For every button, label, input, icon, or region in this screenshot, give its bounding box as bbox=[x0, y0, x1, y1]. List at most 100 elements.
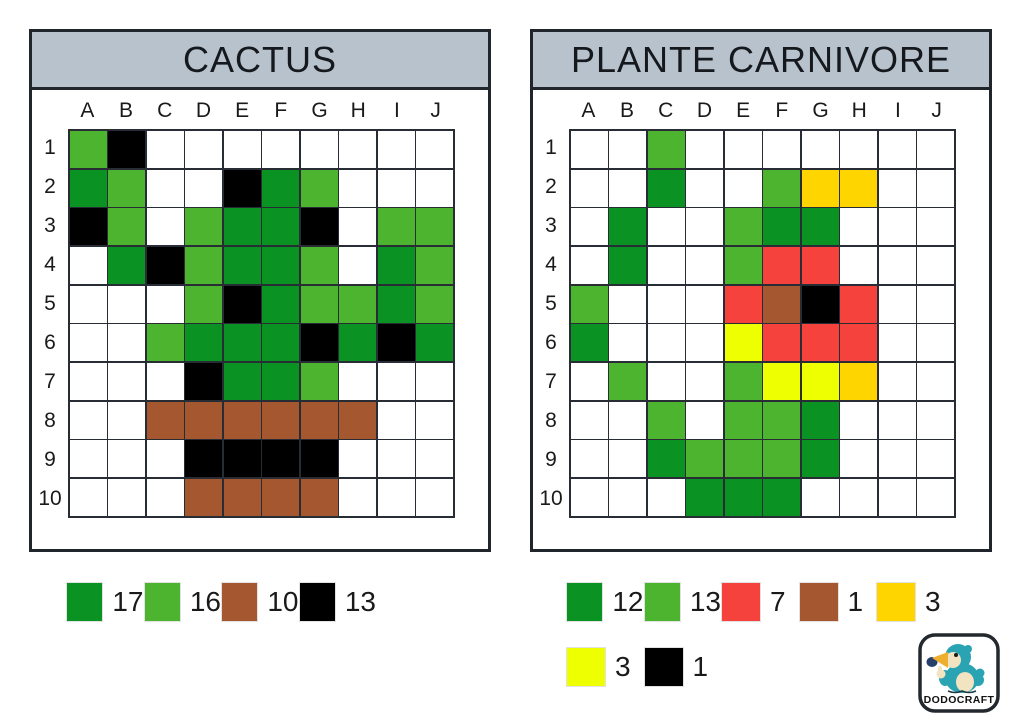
grid-cell bbox=[571, 401, 608, 439]
legend-swatch bbox=[143, 582, 181, 622]
grid-cell bbox=[763, 208, 801, 246]
grid-cell bbox=[146, 324, 184, 362]
legend-count: 3 bbox=[925, 586, 941, 617]
grid-cell bbox=[223, 324, 261, 362]
grid-cell bbox=[609, 208, 647, 246]
grid-cell bbox=[223, 440, 261, 478]
grid-cell bbox=[917, 324, 954, 362]
grid-cell bbox=[223, 478, 261, 516]
grid-cell bbox=[801, 208, 839, 246]
grid-cell bbox=[724, 246, 762, 285]
grid-cell bbox=[377, 169, 415, 207]
grid-cell bbox=[70, 131, 107, 169]
grid-cell bbox=[647, 285, 685, 323]
grid-cell bbox=[801, 246, 839, 285]
grid-cell bbox=[724, 285, 762, 323]
grid-cell bbox=[262, 285, 300, 323]
grid-cell bbox=[763, 478, 801, 516]
grid-cell bbox=[801, 362, 839, 401]
grid-cell bbox=[416, 285, 453, 323]
legend-item: 13 bbox=[298, 582, 376, 622]
grid-cell bbox=[262, 362, 300, 401]
grid-cell bbox=[647, 401, 685, 439]
grid-cell bbox=[146, 285, 184, 323]
legend-count: 10 bbox=[267, 586, 299, 617]
legend-swatch bbox=[221, 582, 259, 622]
legend-swatch bbox=[643, 582, 681, 622]
grid-cell bbox=[377, 285, 415, 323]
grid-cell bbox=[146, 401, 184, 439]
grid-cell bbox=[185, 208, 223, 246]
grid-cell bbox=[840, 208, 878, 246]
legend-count: 16 bbox=[189, 586, 221, 617]
grid-cell bbox=[185, 246, 223, 285]
grid-cell bbox=[763, 131, 801, 169]
grid-cell bbox=[840, 440, 878, 478]
legend-swatch bbox=[66, 582, 104, 622]
grid-cell bbox=[339, 324, 377, 362]
row-label: 2 bbox=[545, 175, 557, 199]
grid-cell bbox=[108, 401, 146, 439]
grid-cell bbox=[724, 478, 762, 516]
grid-cell bbox=[70, 362, 107, 401]
grid-cell bbox=[840, 131, 878, 169]
legend-swatch bbox=[566, 582, 604, 622]
row-label: 3 bbox=[44, 214, 56, 238]
grid-cell bbox=[609, 285, 647, 323]
legend-count: 12 bbox=[612, 586, 644, 617]
grid-cell bbox=[917, 246, 954, 285]
dodo-bird-icon: DODOCRAFT bbox=[918, 633, 1000, 713]
grid-cell bbox=[686, 401, 724, 439]
grid-cell bbox=[108, 169, 146, 207]
legend-count: 1 bbox=[692, 651, 709, 682]
grid-cell bbox=[339, 169, 377, 207]
grid-cell bbox=[262, 478, 300, 516]
grid-cell bbox=[146, 246, 184, 285]
grid-cell bbox=[801, 401, 839, 439]
grid-cell bbox=[262, 440, 300, 478]
grid-cell bbox=[878, 478, 916, 516]
grid-cell bbox=[840, 246, 878, 285]
column-label: H bbox=[350, 99, 366, 122]
grid-cell bbox=[647, 246, 685, 285]
grid-cell bbox=[686, 208, 724, 246]
row-label: 7 bbox=[44, 369, 56, 393]
row-headers: 1 2 3 4 5 6 7 8 9 10 bbox=[34, 129, 66, 518]
grid-cell bbox=[801, 478, 839, 516]
grid-cell bbox=[801, 285, 839, 323]
grid-cell bbox=[70, 208, 107, 246]
panel-plante-carnivore-title: PLANTE CARNIVORE bbox=[533, 32, 989, 90]
column-label: I bbox=[895, 99, 901, 122]
legend-item: 12 bbox=[566, 582, 644, 622]
grid-cell bbox=[377, 478, 415, 516]
grid-cell bbox=[878, 362, 916, 401]
legend-swatch bbox=[643, 647, 684, 687]
row-label: 4 bbox=[44, 253, 56, 277]
grid-cell bbox=[70, 246, 107, 285]
grid-cell bbox=[647, 131, 685, 169]
grid-cell bbox=[146, 169, 184, 207]
grid-cell bbox=[571, 478, 608, 516]
row-label: 5 bbox=[44, 292, 56, 316]
grid-cell bbox=[840, 362, 878, 401]
grid-cell bbox=[917, 401, 954, 439]
grid-cell bbox=[185, 285, 223, 323]
legend-plante-carnivore: 12 13 7 1 3 3 1 bbox=[566, 582, 954, 687]
grid-cell bbox=[339, 478, 377, 516]
grid-cell bbox=[339, 440, 377, 478]
grid-cell bbox=[840, 169, 878, 207]
legend-item: 3 bbox=[566, 647, 644, 687]
grid-cell bbox=[647, 208, 685, 246]
grid-cell bbox=[146, 208, 184, 246]
row-label: 5 bbox=[545, 292, 557, 316]
grid-cell bbox=[878, 285, 916, 323]
grid-cell bbox=[917, 208, 954, 246]
grid-cell bbox=[801, 324, 839, 362]
grid-cell bbox=[416, 440, 453, 478]
grid-cell bbox=[416, 246, 453, 285]
